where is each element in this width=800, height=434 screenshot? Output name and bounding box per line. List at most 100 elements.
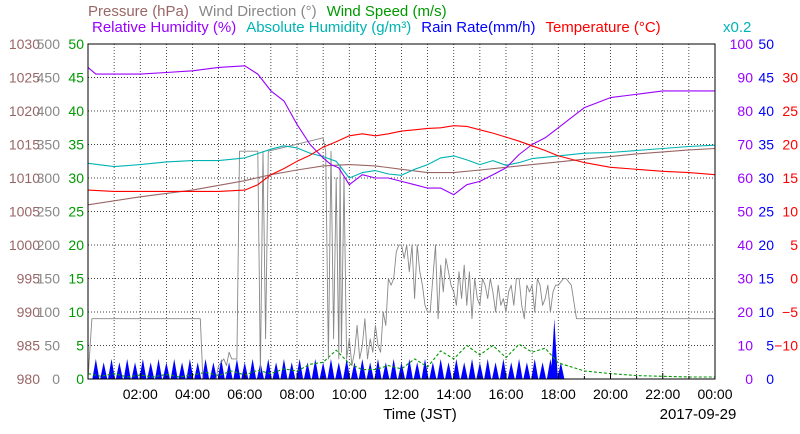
wind-direction-tick: 500 [37, 36, 61, 52]
rain-rate-bar [460, 362, 468, 379]
y-axes: 1030102510201015101010051000995990985980… [9, 36, 798, 387]
rain-rate-bar [202, 358, 210, 379]
rain-rate-bar [492, 362, 500, 379]
rain-rate-bar [225, 362, 233, 379]
rain-rate-bar [123, 358, 131, 379]
rain-rate-bar [303, 362, 311, 379]
wind-direction-tick: 350 [37, 137, 61, 153]
wind-speed-tick: 15 [68, 271, 84, 287]
pressure-tick: 1000 [9, 237, 40, 253]
wind-speed-tick: 45 [68, 70, 84, 86]
wind-direction-tick: 100 [37, 304, 61, 320]
rain-rate-bar [139, 358, 147, 379]
wind-direction-tick: 300 [37, 170, 61, 186]
pressure-tick: 1020 [9, 103, 40, 119]
series-temperature-line [87, 125, 716, 192]
x-tick-label: 16:00 [488, 386, 523, 402]
rain-rate-bar [413, 362, 421, 379]
wind-speed-tick: 0 [76, 371, 84, 387]
rain-rate-tick: 10 [758, 304, 774, 320]
x-tick-label: 20:00 [593, 386, 628, 402]
rain-rate-tick: 0 [766, 371, 774, 387]
humidity-tick: 60 [737, 170, 753, 186]
rain-rate-bar [319, 362, 327, 379]
wind-speed-tick: 20 [68, 237, 84, 253]
rain-rate-bar [429, 362, 437, 379]
pressure-tick: 985 [17, 338, 41, 354]
rain-rate-tick: 20 [758, 237, 774, 253]
rain-rate-tick: 35 [758, 137, 774, 153]
plot-frame [87, 43, 716, 380]
rain-rate-bar [507, 362, 515, 379]
legend: Pressure (hPa) Wind Direction (°) Wind Spe… [88, 3, 751, 36]
rain-rate-bar [100, 362, 108, 379]
x-tick-label: 12:00 [384, 386, 419, 402]
rain-rate-bar [194, 362, 202, 379]
wind-speed-tick: 25 [68, 204, 84, 220]
wind-direction-tick: 150 [37, 271, 61, 287]
rain-rate-bar [382, 362, 390, 379]
rain-rate-bar [421, 358, 429, 379]
pressure-tick: 995 [17, 271, 41, 287]
wind-speed-tick: 40 [68, 103, 84, 119]
rain-rate-tick: 5 [766, 338, 774, 354]
rain-rate-bar [186, 358, 194, 379]
temperature-tick: 20 [782, 137, 798, 153]
x-axis-label: Time (JST) [383, 406, 457, 423]
rain-rate-bar [398, 362, 405, 379]
rain-rate-bar [92, 358, 100, 379]
pressure-tick: 1005 [9, 204, 40, 220]
humidity-tick: 100 [730, 36, 754, 52]
wind-direction-tick: 0 [52, 371, 60, 387]
series-relative-humidity-line [87, 65, 715, 196]
rain-rate-bar [311, 358, 319, 379]
wind-direction-tick: 200 [37, 237, 61, 253]
rain-rate-tick: 45 [758, 70, 774, 86]
legend-item-r2-2: Rain Rate(mm/h) [421, 19, 535, 36]
wind-direction-tick: 450 [37, 70, 61, 86]
rain-rate-bar [296, 358, 304, 379]
temperature-tick: 5 [790, 237, 798, 253]
rain-rate-bar [531, 358, 539, 379]
rain-rate-bar [170, 358, 178, 379]
rain-rate-bar [350, 362, 358, 379]
wind-direction-tick: 250 [37, 204, 61, 220]
rain-rate-bar [405, 358, 413, 379]
x-tick-label: 18:00 [541, 386, 576, 402]
x-tick-label: 02:00 [123, 386, 158, 402]
x-tick-label: 10:00 [332, 386, 367, 402]
rain-rate-bar [476, 362, 484, 379]
pressure-tick: 990 [17, 304, 41, 320]
scale-note: x0.2 [723, 19, 751, 36]
wind-speed-tick: 5 [76, 338, 84, 354]
pressure-tick: 1015 [9, 137, 40, 153]
rain-rate-bar [327, 358, 335, 379]
series-rain-rate [92, 318, 565, 379]
humidity-tick: 70 [737, 137, 753, 153]
wind-speed-tick: 10 [68, 304, 84, 320]
temperature-tick: 30 [782, 70, 798, 86]
rain-rate-bar [178, 362, 186, 379]
pressure-tick: 1030 [9, 36, 40, 52]
date-label: 2017-09-29 [660, 406, 737, 423]
rain-rate-bar [523, 362, 531, 379]
x-axis: 02:00 04:00 06:00 08:00 10:00 12:00 14:00 16:00… [113, 373, 733, 402]
rain-rate-bar [358, 358, 366, 379]
legend-item-r1-2: Wind Speed (m/s) [327, 3, 447, 20]
rain-rate-bar [343, 358, 351, 379]
humidity-tick: 50 [737, 204, 753, 220]
x-tick-label: 14:00 [436, 386, 471, 402]
temperature-tick: −10 [774, 338, 798, 354]
rain-rate-bar [484, 358, 492, 379]
rain-rate-tick: 25 [758, 204, 774, 220]
series-pressure-line [87, 147, 716, 206]
series-wind-speed-line [87, 343, 715, 378]
x-tick-label: 06:00 [227, 386, 262, 402]
temperature-tick: −5 [782, 304, 798, 320]
x-tick-label: 22:00 [645, 386, 680, 402]
rain-rate-bar [249, 358, 257, 379]
humidity-tick: 20 [737, 304, 753, 320]
rain-rate-bar [390, 358, 398, 379]
legend-item-r2-0: Relative Humidity (%) [92, 19, 236, 36]
